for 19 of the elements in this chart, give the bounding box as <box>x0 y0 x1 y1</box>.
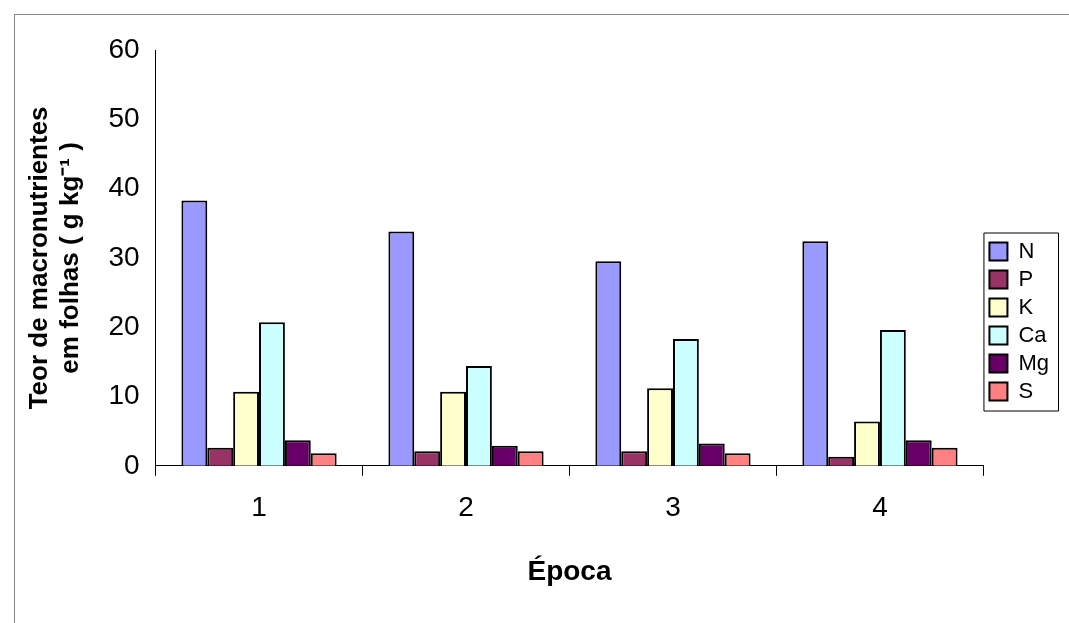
y-tick-label: 60 <box>108 32 140 64</box>
legend-label: Mg <box>1018 349 1049 375</box>
y-tick-label: 30 <box>108 240 140 272</box>
x-tick-label: 4 <box>872 491 888 523</box>
legend-label: N <box>1018 237 1035 263</box>
y-tick-label: 20 <box>108 309 140 341</box>
y-tick-label: 40 <box>108 171 140 203</box>
x-tick-label: 2 <box>458 491 474 523</box>
y-tick-label: 0 <box>123 448 140 480</box>
x-axis-title: Época <box>527 554 612 586</box>
y-axis-title: Teor de macronutrientes em folhas ( g kg⁻¹ ) <box>22 106 84 410</box>
x-tick-label: 3 <box>665 491 681 523</box>
y-tick-label: 10 <box>108 379 140 411</box>
x-tick-label: 1 <box>251 491 267 523</box>
legend-label: K <box>1018 293 1034 319</box>
legend-label: P <box>1018 265 1034 291</box>
legend-label: S <box>1018 377 1034 403</box>
y-tick-label: 50 <box>108 102 140 134</box>
legend-label: Ca <box>1018 321 1048 347</box>
